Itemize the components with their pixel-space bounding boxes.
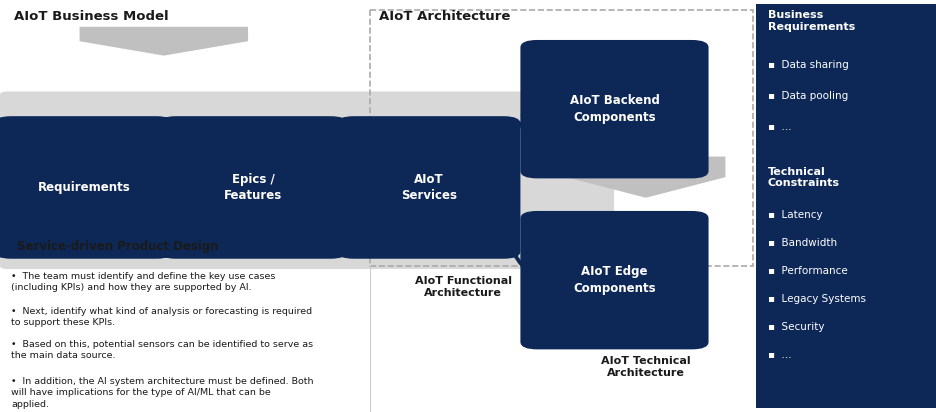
FancyBboxPatch shape [0,91,614,269]
Text: ▪  Data pooling: ▪ Data pooling [768,91,848,101]
Text: AIoT Edge
Components: AIoT Edge Components [573,265,656,295]
Text: ▪  ...: ▪ ... [768,350,791,360]
FancyBboxPatch shape [337,116,520,259]
Text: ▪  Latency: ▪ Latency [768,210,822,220]
FancyBboxPatch shape [756,4,936,408]
FancyBboxPatch shape [0,116,173,259]
FancyBboxPatch shape [520,40,709,178]
Polygon shape [80,27,248,56]
Text: ▪  Legacy Systems: ▪ Legacy Systems [768,294,866,304]
Text: Requirements: Requirements [37,181,130,194]
Polygon shape [566,157,725,198]
Text: Technical
Constraints: Technical Constraints [768,167,840,188]
Text: ▪  Bandwidth: ▪ Bandwidth [768,238,837,248]
FancyBboxPatch shape [159,116,347,259]
Text: ▪  ...: ▪ ... [768,122,791,131]
Text: ▪  Data sharing: ▪ Data sharing [768,60,848,70]
Text: ▪  Performance: ▪ Performance [768,266,847,276]
Text: AIoT Backend
Components: AIoT Backend Components [569,94,660,124]
Text: ▪  Security: ▪ Security [768,322,824,332]
Text: •  In addition, the AI system architecture must be defined. Both
will have impli: • In addition, the AI system architectur… [11,377,314,409]
Text: AIoT
Services: AIoT Services [401,173,457,202]
Text: •  Next, identify what kind of analysis or forecasting is required
to support th: • Next, identify what kind of analysis o… [11,307,313,328]
Text: Business
Requirements: Business Requirements [768,10,855,32]
Text: •  The team must identify and define the key use cases
(including KPIs) and how : • The team must identify and define the … [11,272,275,293]
FancyBboxPatch shape [520,211,709,349]
Text: Service-driven Product Design: Service-driven Product Design [17,240,218,253]
Text: AIoT Technical
Architecture: AIoT Technical Architecture [601,356,691,378]
Text: AIoT Architecture: AIoT Architecture [379,10,510,23]
Text: Epics /
Features: Epics / Features [224,173,283,202]
Text: AIoT Functional
Architecture: AIoT Functional Architecture [415,276,512,297]
Text: AIoT Business Model: AIoT Business Model [14,10,168,23]
Text: •  Based on this, potential sensors can be identified to serve as
the main data : • Based on this, potential sensors can b… [11,340,314,360]
